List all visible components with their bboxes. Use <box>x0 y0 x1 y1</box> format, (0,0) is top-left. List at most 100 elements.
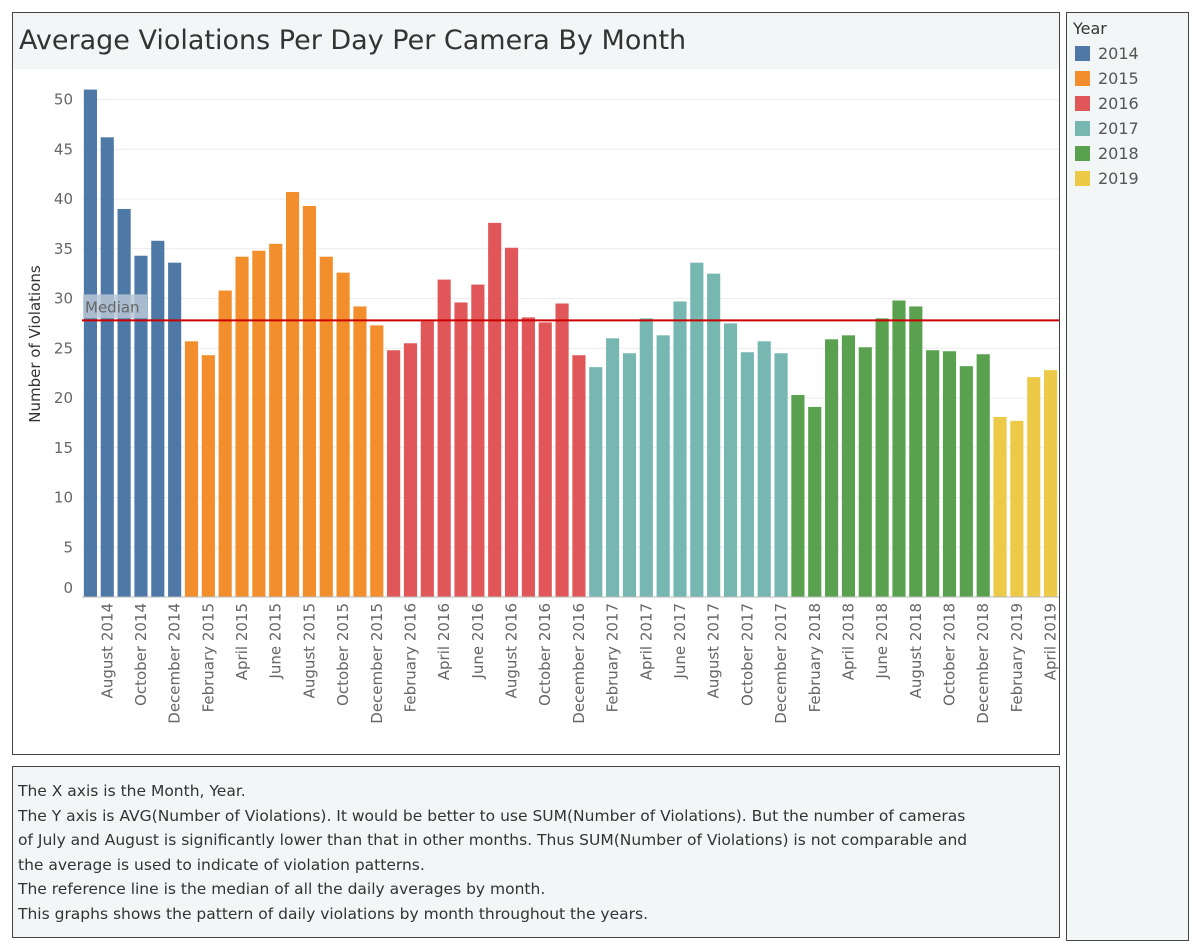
y-tick-label: 15 <box>54 439 73 457</box>
bar[interactable] <box>723 323 738 598</box>
bar[interactable] <box>521 317 535 597</box>
x-tick-label: December 2014 <box>166 603 184 724</box>
bar[interactable] <box>302 205 316 597</box>
legend-item-2014[interactable]: 2014 <box>1075 42 1139 64</box>
y-tick-label: 5 <box>63 538 73 556</box>
bar[interactable] <box>269 243 283 597</box>
bar[interactable] <box>942 351 957 597</box>
bar[interactable] <box>336 272 350 597</box>
bar[interactable] <box>993 416 1007 597</box>
legend-item-2017[interactable]: 2017 <box>1075 117 1139 139</box>
note-line: the average is used to indicate of viola… <box>18 855 425 874</box>
legend-label: 2019 <box>1098 168 1139 188</box>
bar-chart: Median 0 5 10 15 20 25 30 35 40 45 50 August 2014 O… <box>26 89 1059 724</box>
bar[interactable] <box>538 322 552 597</box>
bar[interactable] <box>100 137 114 597</box>
bar[interactable] <box>168 262 182 597</box>
bar[interactable] <box>926 350 940 597</box>
note-line: The X axis is the Month, Year. <box>18 782 246 800</box>
y-tick-label: 50 <box>54 91 73 109</box>
x-tick-label: October 2017 <box>738 603 756 706</box>
bar[interactable] <box>504 247 519 597</box>
x-tick-label: April 2019 <box>1042 603 1059 680</box>
x-tick-label: December 2015 <box>368 603 386 724</box>
x-tick-label: February 2015 <box>199 603 217 712</box>
bar[interactable] <box>589 367 603 597</box>
legend-title: Year <box>1073 19 1107 38</box>
bar[interactable] <box>892 300 906 597</box>
bar[interactable] <box>370 325 384 597</box>
legend-item-2018[interactable]: 2018 <box>1075 142 1139 164</box>
bar[interactable] <box>437 279 451 597</box>
bar[interactable] <box>471 284 485 597</box>
bar[interactable] <box>825 339 839 597</box>
bar[interactable] <box>740 352 754 597</box>
bar[interactable] <box>1010 420 1024 597</box>
bars <box>83 89 1058 598</box>
bar[interactable] <box>117 208 131 597</box>
bar[interactable] <box>622 353 637 597</box>
bar[interactable] <box>555 303 569 597</box>
bar[interactable] <box>875 318 889 597</box>
bar[interactable] <box>319 256 333 597</box>
bar[interactable] <box>606 338 620 597</box>
x-tick-label: October 2014 <box>132 603 150 706</box>
bar[interactable] <box>639 318 653 597</box>
y-tick-label: 45 <box>54 140 73 158</box>
legend-label: 2018 <box>1098 143 1139 163</box>
legend-swatch <box>1075 45 1090 61</box>
note-line: This graphs shows the pattern of daily v… <box>18 904 648 923</box>
bar[interactable] <box>285 192 300 598</box>
reference-label-box <box>83 294 147 319</box>
x-tick-label: October 2015 <box>334 603 352 706</box>
bar[interactable] <box>235 256 249 597</box>
bar[interactable] <box>1027 377 1041 597</box>
bar[interactable] <box>909 306 923 597</box>
x-tick-label: October 2018 <box>941 603 959 706</box>
bar[interactable] <box>959 366 973 597</box>
x-tick-label: December 2018 <box>974 603 992 724</box>
x-axis: August 2014 October 2014 December 2014 Febr… <box>82 596 1059 724</box>
y-tick-label: 20 <box>54 389 73 407</box>
bar[interactable] <box>151 240 165 598</box>
legend-label: 2014 <box>1098 43 1139 63</box>
chart-title: Average Violations Per Day Per Camera By… <box>19 25 687 56</box>
bar[interactable] <box>488 222 502 597</box>
x-tick-label: April 2018 <box>839 603 857 680</box>
bar[interactable] <box>420 321 434 597</box>
bar[interactable] <box>774 353 788 597</box>
bar[interactable] <box>808 406 822 597</box>
bar[interactable] <box>673 301 687 597</box>
x-tick-label: April 2015 <box>233 603 251 680</box>
legend-item-2019[interactable]: 2019 <box>1075 167 1139 189</box>
bar[interactable] <box>572 355 586 597</box>
bar[interactable] <box>134 255 148 597</box>
legend-swatch <box>1075 120 1090 136</box>
bar[interactable] <box>184 341 199 597</box>
legend-item-2016[interactable]: 2016 <box>1075 92 1139 114</box>
bar[interactable] <box>690 262 704 597</box>
bar[interactable] <box>387 350 401 597</box>
bar[interactable] <box>656 335 670 597</box>
bar[interactable] <box>707 273 721 598</box>
y-tick-label: 0 <box>63 579 73 597</box>
bar[interactable] <box>83 89 97 598</box>
x-tick-label: December 2016 <box>570 603 588 724</box>
bar[interactable] <box>976 354 990 597</box>
bar[interactable] <box>757 341 771 597</box>
bar[interactable] <box>252 250 266 598</box>
bar[interactable] <box>791 395 805 597</box>
bar[interactable] <box>201 355 215 597</box>
y-axis: 0 5 10 15 20 25 30 35 40 45 50 <box>54 91 73 598</box>
bar[interactable] <box>353 306 367 597</box>
legend-item-2015[interactable]: 2015 <box>1075 67 1139 89</box>
bar[interactable] <box>218 290 232 597</box>
y-tick-label: 10 <box>54 489 73 507</box>
bar[interactable] <box>403 343 418 597</box>
title-band: Average Violations Per Day Per Camera By… <box>13 13 1059 69</box>
y-axis-label: Number of Violations <box>26 265 44 423</box>
bar[interactable] <box>1044 370 1058 597</box>
bar[interactable] <box>858 347 872 597</box>
bar[interactable] <box>454 302 468 597</box>
bar[interactable] <box>841 335 856 597</box>
